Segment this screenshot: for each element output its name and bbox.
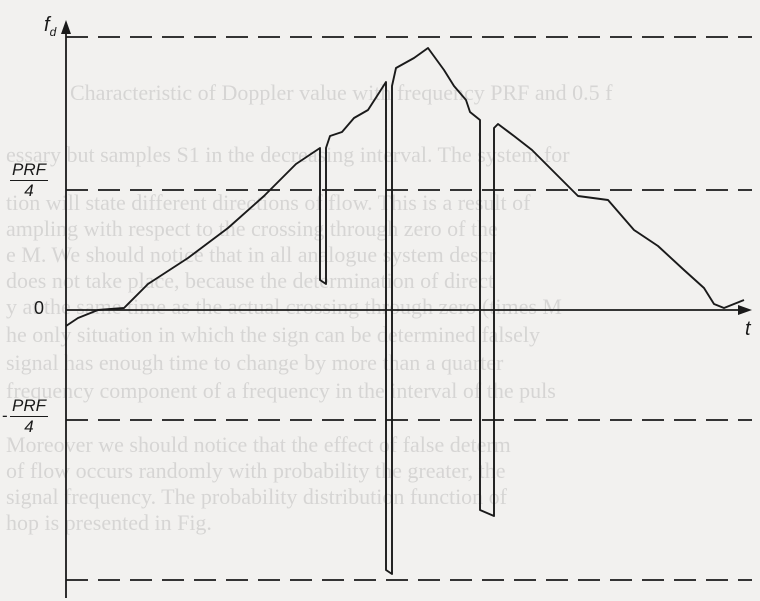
show-through-text-line: Moreover we should notice that the effec… — [6, 432, 511, 457]
show-through-text-line: e M. We should notice that in all analog… — [6, 242, 496, 267]
show-through-text-line: frequency component of a frequency in th… — [6, 378, 556, 403]
show-through-text-line: Characteristic of Doppler value with fre… — [70, 80, 613, 105]
y-axis-label: fd — [44, 14, 56, 39]
y-axis-arrowhead — [61, 20, 71, 34]
x-axis-arrowhead — [738, 305, 752, 315]
show-through-text-line: tion will state different directions of … — [6, 190, 531, 215]
show-through-text-line: signal has enough time to change by more… — [6, 350, 504, 375]
show-through-text-line: signal frequency. The probability distri… — [6, 484, 508, 509]
negative-sign: - — [2, 406, 8, 425]
show-through-text-line: y at the same time as the actual crossin… — [6, 294, 562, 319]
show-through-text-line: hop is presented in Fig. — [6, 510, 212, 535]
negative-prf-quarter-label: - PRF 4 — [2, 396, 48, 437]
zero-label: 0 — [34, 298, 45, 318]
show-through-text-layer: Characteristic of Doppler value with fre… — [6, 80, 613, 535]
positive-prf-numerator: PRF — [10, 160, 48, 181]
x-axis-label: t — [745, 318, 751, 340]
show-through-text-line: ampling with respect to the crossing thr… — [6, 216, 498, 241]
positive-prf-denominator: 4 — [24, 181, 34, 200]
negative-prf-denominator: 4 — [24, 417, 34, 436]
doppler-frequency-trace — [65, 47, 745, 575]
show-through-text-line: of flow occurs randomly with probability… — [6, 458, 505, 483]
y-axis-label-subscript: d — [49, 25, 57, 39]
show-through-text-line: essary but samples S1 in the decreasing … — [6, 142, 570, 167]
positive-prf-quarter-label: PRF 4 — [10, 160, 48, 201]
show-through-text-line: does not take place, because the determi… — [6, 268, 494, 293]
negative-prf-numerator: PRF — [10, 396, 48, 417]
y-axis-label-main: f — [44, 14, 50, 36]
show-through-text-line: he only situation in which the sign can … — [6, 322, 540, 347]
